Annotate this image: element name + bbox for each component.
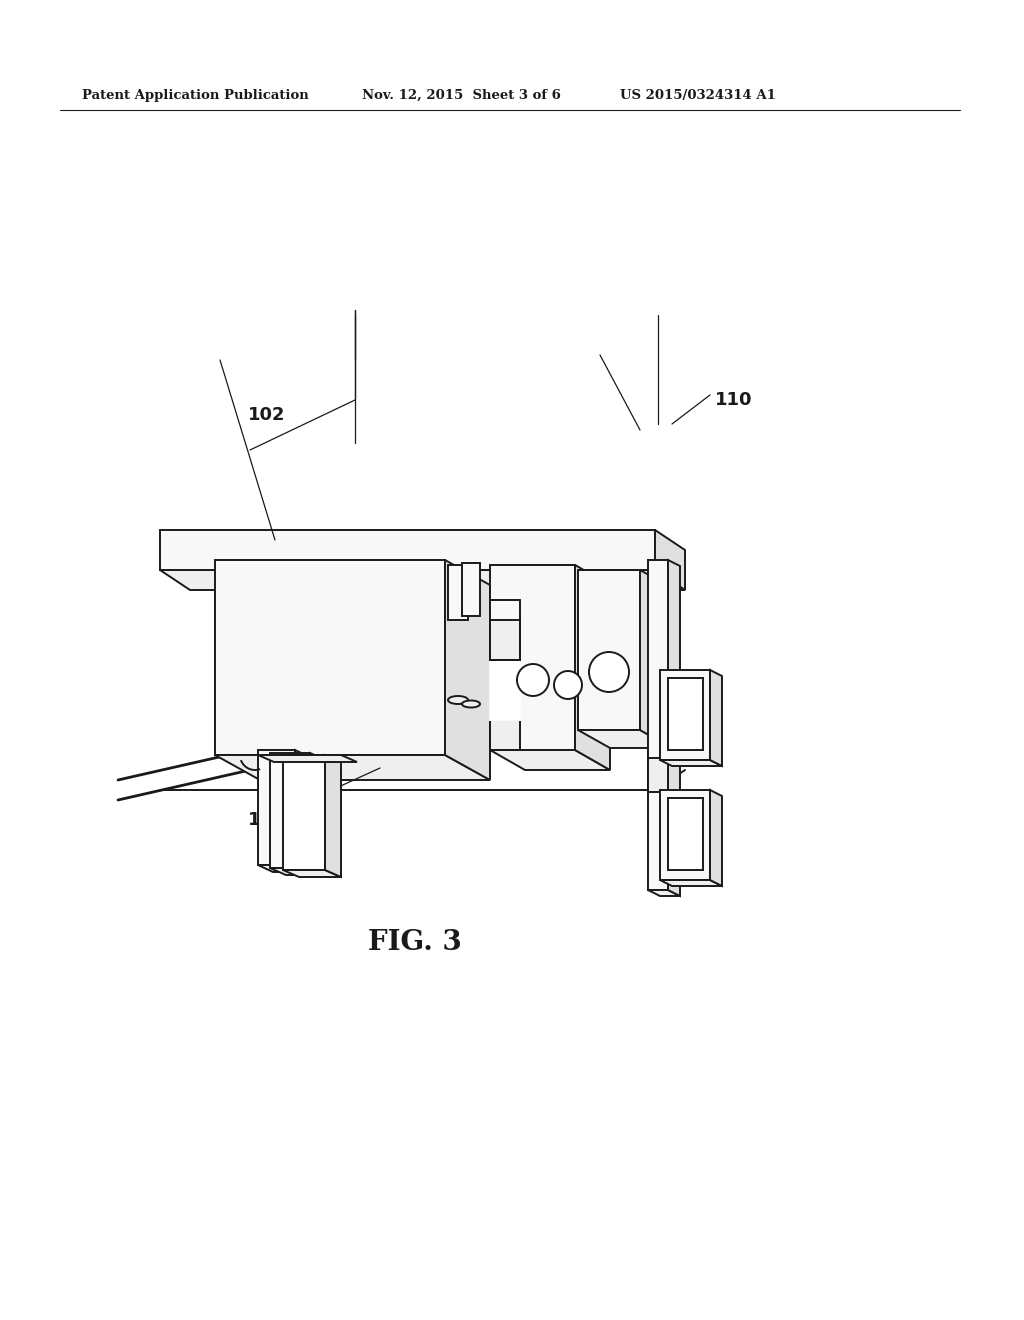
- Polygon shape: [283, 755, 325, 870]
- Text: 110: 110: [715, 391, 753, 409]
- Polygon shape: [710, 789, 722, 886]
- Polygon shape: [215, 755, 490, 780]
- Polygon shape: [490, 719, 520, 750]
- Polygon shape: [215, 560, 445, 755]
- Polygon shape: [258, 865, 310, 873]
- Polygon shape: [445, 560, 490, 780]
- Ellipse shape: [462, 701, 480, 708]
- Ellipse shape: [554, 671, 582, 700]
- Polygon shape: [578, 570, 640, 730]
- Polygon shape: [648, 758, 668, 792]
- Polygon shape: [258, 755, 357, 762]
- Polygon shape: [295, 750, 310, 873]
- Text: Patent Application Publication: Patent Application Publication: [82, 88, 309, 102]
- Polygon shape: [660, 789, 710, 880]
- Polygon shape: [660, 880, 722, 886]
- Polygon shape: [283, 870, 341, 876]
- Polygon shape: [160, 531, 655, 570]
- Polygon shape: [668, 560, 680, 896]
- Polygon shape: [660, 760, 722, 766]
- Text: 106: 106: [248, 810, 286, 829]
- Polygon shape: [258, 750, 295, 865]
- Polygon shape: [160, 570, 685, 590]
- Text: 102: 102: [248, 407, 286, 424]
- Polygon shape: [270, 752, 310, 869]
- Polygon shape: [270, 869, 326, 875]
- Ellipse shape: [517, 664, 549, 696]
- Polygon shape: [640, 570, 672, 748]
- Polygon shape: [668, 799, 703, 870]
- Polygon shape: [668, 678, 703, 750]
- Text: FIG. 3: FIG. 3: [368, 928, 462, 956]
- Polygon shape: [710, 671, 722, 766]
- Polygon shape: [462, 564, 480, 616]
- Polygon shape: [578, 730, 672, 748]
- Text: Nov. 12, 2015  Sheet 3 of 6: Nov. 12, 2015 Sheet 3 of 6: [362, 88, 561, 102]
- Polygon shape: [490, 620, 520, 660]
- Ellipse shape: [589, 652, 629, 692]
- Polygon shape: [655, 531, 685, 590]
- Polygon shape: [490, 750, 610, 770]
- Ellipse shape: [449, 696, 468, 704]
- Polygon shape: [648, 560, 668, 890]
- Polygon shape: [575, 565, 610, 770]
- Text: US 2015/0324314 A1: US 2015/0324314 A1: [620, 88, 776, 102]
- Polygon shape: [660, 671, 710, 760]
- Polygon shape: [310, 752, 326, 875]
- Polygon shape: [449, 565, 468, 620]
- Polygon shape: [648, 890, 680, 896]
- Polygon shape: [325, 755, 341, 876]
- Polygon shape: [490, 565, 575, 750]
- Polygon shape: [490, 660, 520, 719]
